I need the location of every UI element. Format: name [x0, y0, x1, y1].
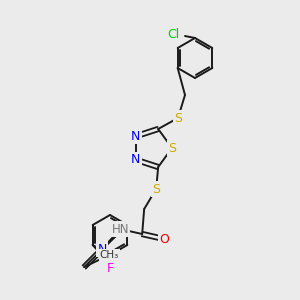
Text: S: S — [152, 182, 160, 196]
Text: O: O — [159, 232, 169, 245]
Text: N: N — [131, 153, 140, 166]
Text: HN: HN — [111, 223, 129, 236]
Text: N: N — [131, 130, 140, 143]
Text: Cl: Cl — [167, 28, 179, 40]
Text: S: S — [174, 112, 182, 124]
Text: CH₃: CH₃ — [100, 250, 119, 260]
Text: S: S — [168, 142, 176, 154]
Text: F: F — [106, 262, 114, 275]
Text: N: N — [98, 242, 107, 256]
